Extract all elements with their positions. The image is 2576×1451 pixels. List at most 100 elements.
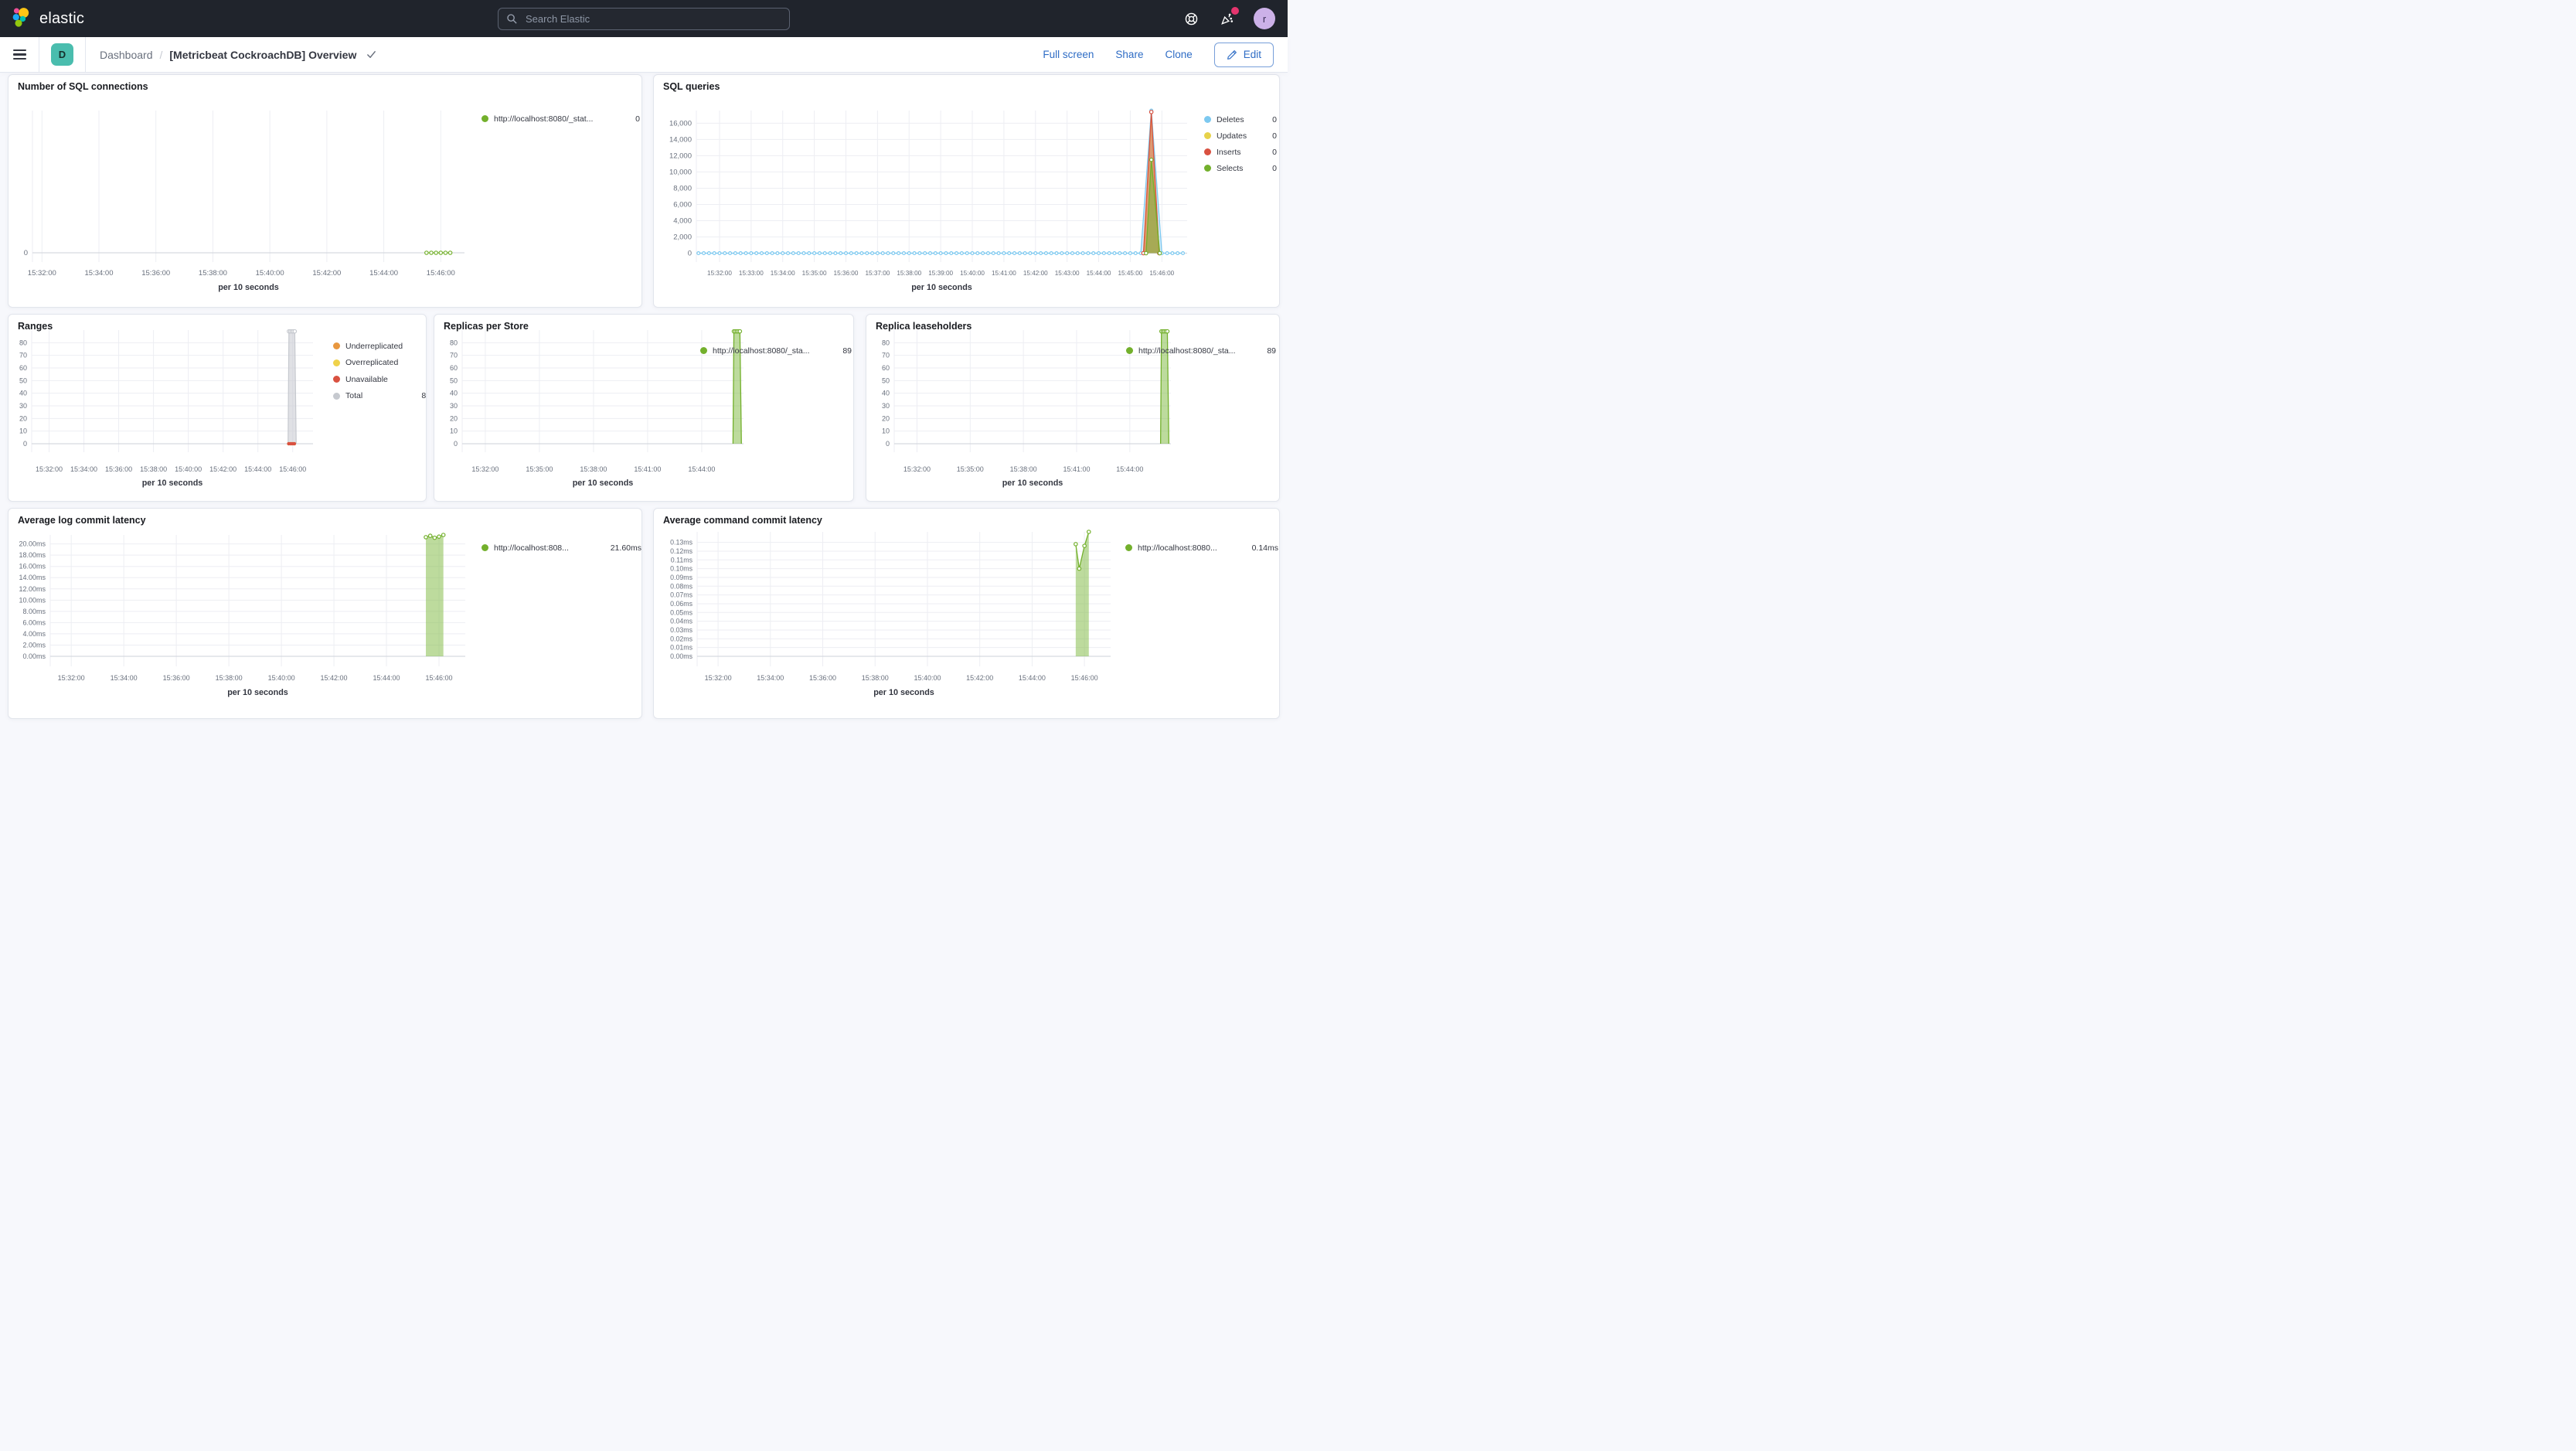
legend-label: Unavailable	[345, 374, 388, 384]
app-root: elastic	[0, 0, 1288, 725]
x-tick-label: 15:46:00	[427, 269, 455, 278]
chart-sql-connections: 15:32:00 15:34:00 15:36:00 15:38:00 15:40:00…	[24, 111, 464, 292]
legend-dot	[700, 347, 707, 354]
y-tick-label: 2,000	[673, 233, 692, 241]
legend-item[interactable]: http://localhost:8080... 0.14ms	[1125, 540, 1278, 556]
y-tick-label: 40	[19, 390, 27, 397]
legend-dot	[1204, 165, 1211, 172]
legend-item[interactable]: Deletes 0	[1204, 111, 1277, 128]
y-tick-label: 0.05ms	[670, 608, 692, 616]
y-tick-label: 14,000	[669, 135, 692, 144]
legend-item[interactable]: http://localhost:8080/_stat... 0	[482, 111, 640, 127]
brand-text: elastic	[39, 9, 85, 27]
legend-label: http://localhost:8080/_stat...	[494, 114, 594, 124]
legend-label: Underreplicated	[345, 341, 403, 351]
y-tick-label: 10	[450, 427, 458, 435]
global-search[interactable]	[498, 7, 790, 30]
y-tick-label: 0	[688, 250, 692, 258]
legend-item[interactable]: Selects 0	[1204, 160, 1277, 176]
y-tick-label: 20.00ms	[19, 540, 46, 548]
x-tick-label: 15:36:00	[141, 269, 170, 278]
legend-item[interactable]: Total 89	[333, 388, 427, 405]
chart-ranges: 15:32:00 15:34:00 15:36:00 15:38:00 15:40:00…	[19, 329, 313, 488]
y-tick-label: 0	[886, 440, 890, 448]
y-tick-label: 0.08ms	[670, 582, 692, 590]
x-tick-label: 15:36:00	[834, 270, 859, 277]
y-tick-label: 18.00ms	[19, 551, 46, 559]
legend-label: http://localhost:8080/_sta...	[1138, 346, 1236, 356]
legend-label: Overreplicated	[345, 358, 399, 368]
breadcrumb: Dashboard / [Metricbeat CockroachDB] Ove…	[100, 49, 376, 61]
chart-avg-log-commit-latency: 15:32:00 15:34:00 15:36:00 15:38:00 15:40:00…	[19, 533, 465, 697]
user-avatar[interactable]: r	[1254, 8, 1275, 29]
legend-label: Total	[345, 391, 363, 401]
legend-item[interactable]: http://localhost:8080/_sta... 89	[700, 342, 852, 359]
edit-button[interactable]: Edit	[1213, 42, 1274, 67]
x-tick-label: 15:35:00	[526, 465, 553, 473]
x-tick-label: 15:44:00	[244, 465, 271, 473]
y-tick-label: 70	[19, 352, 27, 359]
legend-label: Updates	[1217, 131, 1247, 141]
brand-group[interactable]: elastic	[12, 7, 84, 31]
legend-label: Inserts	[1217, 147, 1241, 157]
legend-item[interactable]: http://localhost:808... 21.60ms	[482, 540, 641, 556]
y-tick-label: 30	[450, 402, 458, 410]
legend-value: 0	[1272, 163, 1277, 173]
y-tick-label: 20	[882, 414, 890, 422]
search-input[interactable]	[524, 12, 781, 26]
y-tick-label: 70	[450, 352, 458, 359]
clone-button[interactable]: Clone	[1165, 49, 1193, 60]
legend-item[interactable]: Updates 0	[1204, 128, 1277, 144]
avatar-initial: r	[1262, 12, 1267, 25]
x-tick-label: 15:32:00	[28, 269, 56, 278]
panel-title: Average log commit latency	[18, 515, 146, 526]
y-tick-label: 0.02ms	[670, 635, 692, 642]
x-tick-label: 15:32:00	[705, 674, 732, 682]
y-tick-label: 40	[882, 390, 890, 397]
x-axis-title: per 10 seconds	[573, 479, 634, 488]
x-tick-label: 15:40:00	[175, 465, 202, 473]
y-tick-label: 8.00ms	[22, 608, 46, 615]
legend-item[interactable]: Unavailable 0	[333, 371, 426, 388]
share-button[interactable]: Share	[1115, 49, 1144, 60]
legend: http://localhost:8080/_sta... 89	[700, 342, 852, 359]
chart-avg-command-commit-latency: 15:32:00 15:34:00 15:36:00 15:38:00 15:40:00…	[670, 530, 1111, 697]
check-icon[interactable]	[366, 49, 376, 60]
legend-label: http://localhost:808...	[494, 543, 569, 553]
legend-item[interactable]: http://localhost:8080/_sta... 89	[1126, 342, 1276, 359]
legend-item[interactable]: Underreplicated 0	[333, 338, 426, 355]
legend-value: 89	[421, 391, 427, 401]
x-tick-label: 15:39:00	[928, 270, 953, 277]
y-tick-label: 80	[450, 339, 458, 346]
x-axis-title: per 10 seconds	[1002, 479, 1063, 488]
legend-dot	[1204, 132, 1211, 139]
x-tick-label: 15:40:00	[914, 674, 941, 682]
x-tick-label: 15:35:00	[957, 465, 984, 473]
legend-dot	[333, 359, 340, 366]
legend-dot	[1126, 347, 1133, 354]
y-tick-label: 0.09ms	[670, 574, 692, 581]
legend-value: 89	[842, 346, 852, 356]
legend-value: 0	[420, 375, 426, 384]
full-screen-button[interactable]: Full screen	[1043, 49, 1094, 60]
legend-dot	[1204, 116, 1211, 123]
breadcrumb-dashboard-link[interactable]: Dashboard	[100, 48, 153, 61]
notification-dot	[1231, 7, 1239, 15]
y-tick-label: 6.00ms	[22, 618, 46, 626]
x-axis-title: per 10 seconds	[142, 479, 203, 488]
legend: Deletes 0 Updates 0 Inserts 0 Selects 0	[1204, 111, 1277, 176]
elastic-logo-icon	[12, 7, 32, 31]
panel-title: Average command commit latency	[663, 515, 822, 526]
x-tick-label: 15:44:00	[1019, 674, 1046, 682]
y-tick-label: 0	[454, 440, 458, 448]
legend-item[interactable]: Inserts 0	[1204, 144, 1277, 160]
space-badge[interactable]: D	[51, 43, 73, 66]
panel-sql-queries: SQL queries 15:32:00 15:33:00 15:34:00 15:35…	[653, 74, 1280, 308]
menu-icon[interactable]	[0, 37, 39, 72]
x-tick-label: 15:34:00	[771, 270, 795, 277]
legend-item[interactable]: Overreplicated 0	[333, 355, 426, 372]
help-icon[interactable]	[1183, 10, 1200, 27]
x-tick-label: 15:38:00	[199, 269, 227, 278]
panel-title: SQL queries	[663, 81, 720, 92]
newsfeed-icon[interactable]	[1218, 7, 1239, 27]
